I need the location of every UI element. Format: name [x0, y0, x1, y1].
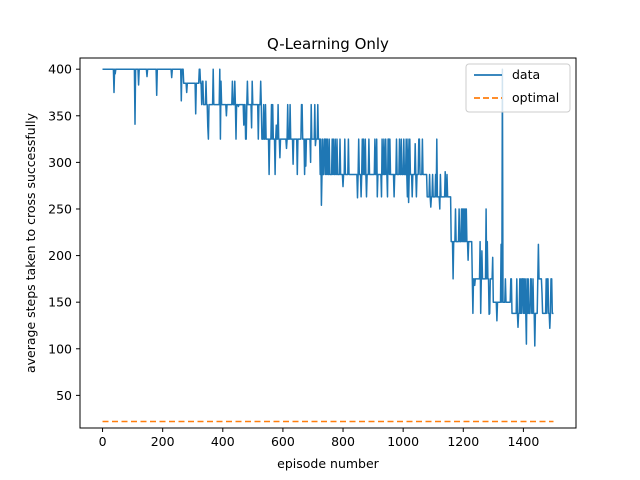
y-axis-label: average steps taken to cross successfull… [23, 112, 38, 373]
legend: data optimal [465, 63, 571, 113]
y-tick-label: 400 [48, 62, 72, 77]
y-tick-label: 350 [48, 108, 72, 123]
series-layer [102, 68, 554, 423]
axes-frame [79, 57, 577, 429]
x-tick-label: 1000 [387, 434, 419, 449]
plot-area [102, 68, 554, 423]
x-tick-label: 1400 [507, 434, 539, 449]
series-data-line [102, 68, 554, 347]
x-axis: 0 200 400 600 800 1000 1200 1400 [99, 428, 539, 449]
x-tick-label: 800 [331, 434, 355, 449]
y-axis: 50 100 150 200 250 300 350 400 [48, 62, 80, 403]
x-tick-label: 400 [211, 434, 235, 449]
x-tick-label: 0 [99, 434, 107, 449]
y-tick-label: 300 [48, 155, 72, 170]
y-tick-label: 50 [56, 388, 72, 403]
x-tick-label: 1200 [447, 434, 479, 449]
legend-optimal-label: optimal [512, 90, 559, 105]
x-tick-label: 200 [151, 434, 175, 449]
x-axis-label: episode number [277, 456, 380, 471]
y-tick-label: 100 [48, 341, 72, 356]
chart-title: Q-Learning Only [267, 35, 389, 53]
x-tick-label: 600 [271, 434, 295, 449]
y-tick-label: 150 [48, 295, 72, 310]
y-tick-label: 200 [48, 248, 72, 263]
legend-data-label: data [512, 67, 540, 82]
y-tick-label: 250 [48, 201, 72, 216]
legend-box [465, 63, 571, 113]
